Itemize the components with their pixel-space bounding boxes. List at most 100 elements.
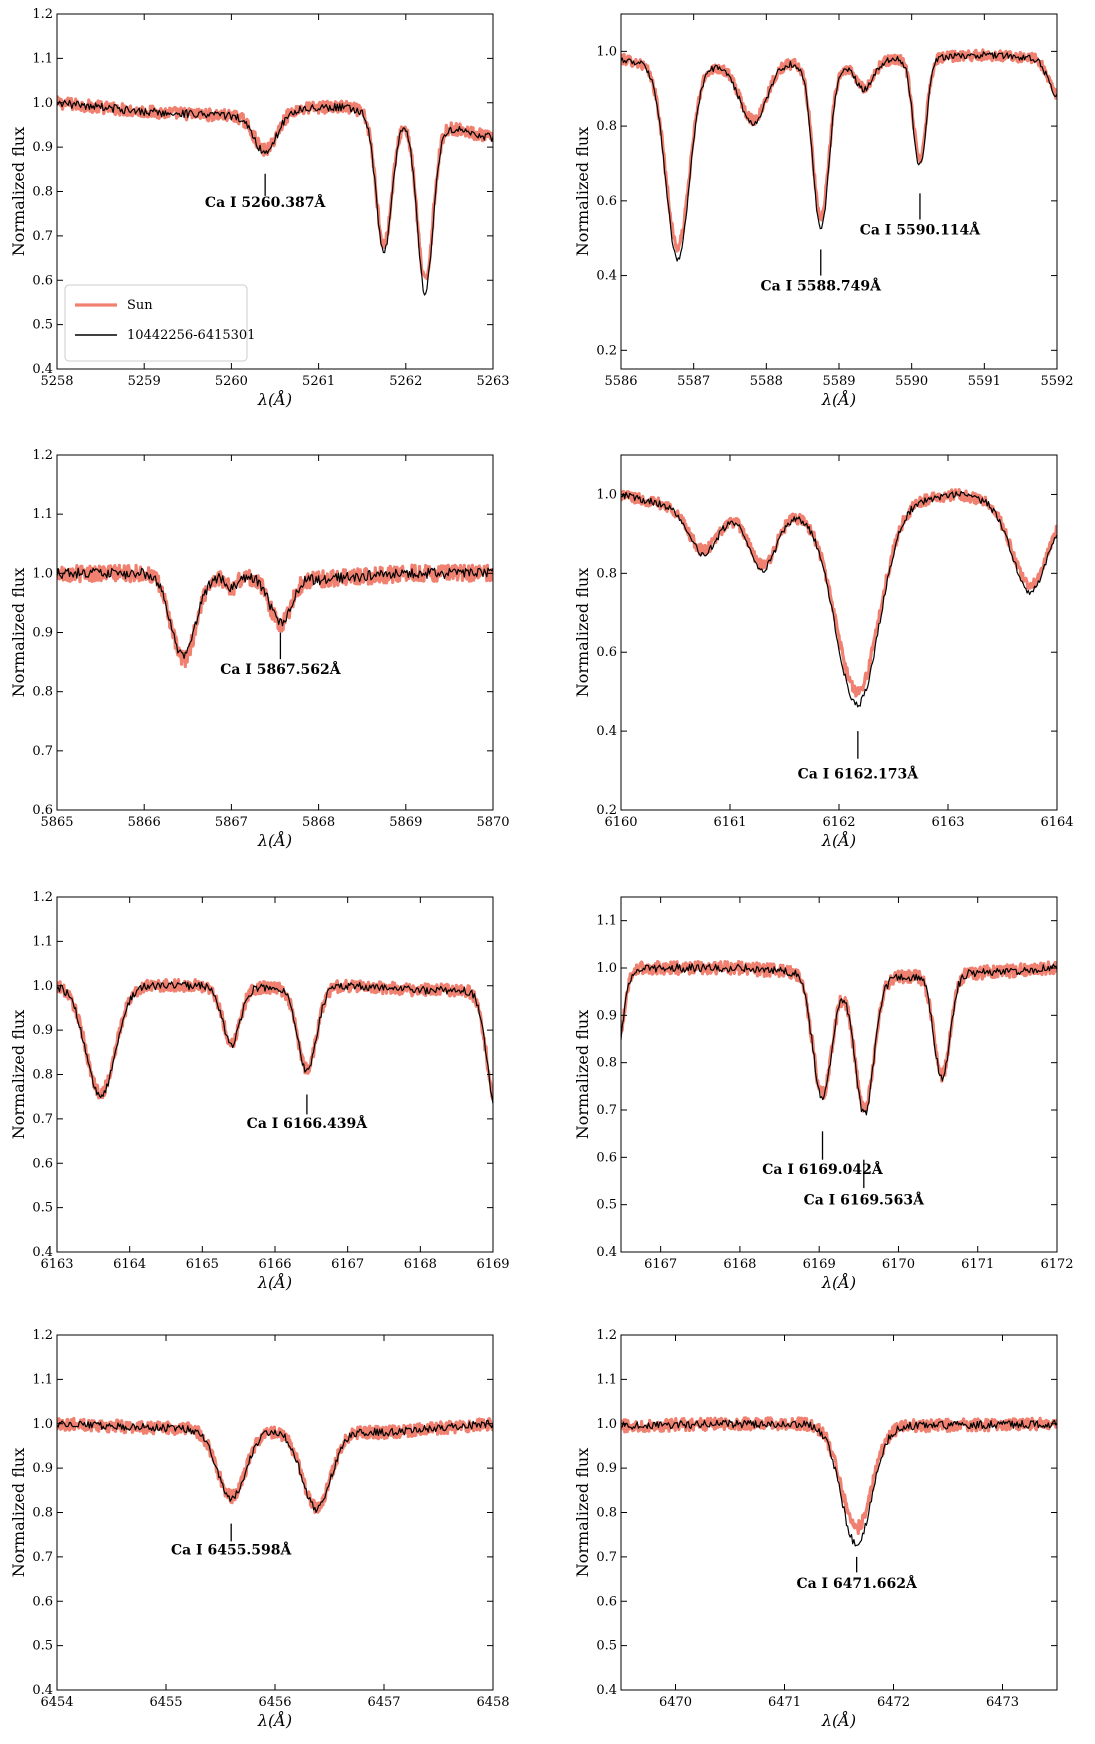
x-tick-label: 5262 bbox=[389, 374, 422, 389]
x-tick-label: 6163 bbox=[40, 1257, 73, 1272]
x-tick-label: 6163 bbox=[931, 815, 964, 830]
y-tick-label: 0.4 bbox=[32, 1245, 53, 1260]
sun-spectrum-line bbox=[57, 1416, 493, 1515]
line-annotation: Ca I 6471.662Å bbox=[796, 1574, 918, 1592]
x-tick-label: 6457 bbox=[367, 1695, 400, 1710]
x-tick-label: 5592 bbox=[1040, 374, 1073, 389]
x-tick-label: 6470 bbox=[659, 1695, 692, 1710]
y-axis-label: Normalized flux bbox=[9, 127, 28, 256]
x-tick-label: 5258 bbox=[40, 374, 73, 389]
y-tick-label: 1.1 bbox=[596, 914, 617, 929]
x-tick-label: 6161 bbox=[713, 815, 746, 830]
y-tick-label: 0.7 bbox=[32, 1550, 53, 1565]
y-tick-label: 0.4 bbox=[596, 1683, 617, 1698]
x-tick-label: 6162 bbox=[822, 815, 855, 830]
y-tick-label: 0.8 bbox=[32, 185, 53, 200]
y-tick-label: 0.9 bbox=[32, 1461, 53, 1476]
line-annotation: Ca I 6455.598Å bbox=[171, 1541, 293, 1559]
y-tick-label: 0.9 bbox=[596, 1461, 617, 1476]
line-annotation: Ca I 5260.387Å bbox=[205, 193, 327, 211]
star-spectrum-line bbox=[57, 981, 493, 1104]
y-tick-label: 0.6 bbox=[596, 645, 617, 660]
x-tick-label: 5865 bbox=[40, 815, 73, 830]
y-tick-label: 0.5 bbox=[32, 1639, 53, 1654]
y-tick-label: 1.0 bbox=[596, 961, 617, 976]
y-tick-label: 1.2 bbox=[32, 890, 53, 905]
line-annotation: Ca I 6169.042Å bbox=[762, 1160, 884, 1178]
y-axis-label: Normalized flux bbox=[9, 568, 28, 697]
y-tick-label: 0.6 bbox=[32, 1594, 53, 1609]
y-axis-label: Normalized flux bbox=[9, 1010, 28, 1139]
y-tick-label: 1.0 bbox=[596, 487, 617, 502]
legend-entry: 10442256-6415301 bbox=[127, 328, 255, 343]
line-annotation: Ca I 5867.562Å bbox=[220, 660, 342, 678]
y-tick-label: 0.7 bbox=[32, 229, 53, 244]
y-tick-label: 0.4 bbox=[32, 1683, 53, 1698]
x-tick-label: 6160 bbox=[604, 815, 637, 830]
sun-spectrum-line bbox=[621, 959, 1057, 1113]
axes-frame bbox=[56, 896, 494, 1253]
x-tick-label: 5259 bbox=[128, 374, 161, 389]
legend-entry: Sun bbox=[127, 298, 153, 313]
y-tick-label: 0.5 bbox=[596, 1639, 617, 1654]
x-tick-label: 6472 bbox=[877, 1695, 910, 1710]
y-tick-label: 0.4 bbox=[32, 362, 53, 377]
x-tick-label: 5869 bbox=[389, 815, 422, 830]
x-tick-label: 6171 bbox=[961, 1257, 994, 1272]
y-tick-label: 0.2 bbox=[596, 803, 617, 818]
y-tick-label: 0.7 bbox=[32, 1112, 53, 1127]
star-spectrum-line bbox=[621, 490, 1057, 708]
y-tick-label: 1.0 bbox=[32, 1417, 53, 1432]
spectrum-panel-1: 5258 5259 5260 5261 5262 5263 0.4 0.5 0.6 0.7 0.8 0… bbox=[9, 7, 510, 409]
star-spectrum-line bbox=[57, 99, 493, 296]
x-axis-label: λ(Å) bbox=[257, 1710, 292, 1730]
x-tick-label: 6168 bbox=[723, 1257, 756, 1272]
star-spectrum-line bbox=[621, 1419, 1057, 1547]
y-tick-label: 1.1 bbox=[32, 51, 53, 66]
line-annotation: Ca I 6166.439Å bbox=[247, 1114, 369, 1132]
x-axis-label: λ(Å) bbox=[821, 1272, 856, 1292]
x-tick-label: 6167 bbox=[644, 1257, 677, 1272]
y-tick-label: 0.8 bbox=[32, 685, 53, 700]
y-tick-label: 0.8 bbox=[32, 1068, 53, 1083]
x-axis-label: λ(Å) bbox=[257, 389, 292, 409]
sun-spectrum-line bbox=[57, 563, 493, 669]
x-tick-label: 5591 bbox=[968, 374, 1001, 389]
x-tick-label: 6166 bbox=[258, 1257, 291, 1272]
sun-spectrum-line bbox=[57, 95, 493, 281]
x-tick-label: 6471 bbox=[768, 1695, 801, 1710]
y-tick-label: 0.5 bbox=[596, 1198, 617, 1213]
x-tick-label: 6454 bbox=[40, 1695, 73, 1710]
x-tick-label: 5588 bbox=[750, 374, 783, 389]
axes-frame bbox=[620, 896, 1058, 1253]
plot-area bbox=[57, 95, 493, 296]
x-tick-label: 6165 bbox=[186, 1257, 219, 1272]
y-tick-label: 0.8 bbox=[596, 566, 617, 581]
x-tick-label: 6473 bbox=[986, 1695, 1019, 1710]
plot-area bbox=[621, 48, 1057, 262]
spectrum-panel-8: 6470 6471 6472 6473 0.4 0.5 0.6 0.7 0.8 0.9 1.0 1.1… bbox=[573, 1328, 1058, 1730]
line-annotation: Ca I 5588.749Å bbox=[761, 277, 883, 295]
sun-spectrum-line bbox=[57, 977, 493, 1101]
x-axis-label: λ(Å) bbox=[821, 830, 856, 850]
plot-area bbox=[621, 1416, 1057, 1547]
axes-frame bbox=[56, 1334, 494, 1691]
y-axis-label: Normalized flux bbox=[573, 127, 592, 256]
y-tick-label: 0.9 bbox=[596, 1008, 617, 1023]
x-tick-label: 6164 bbox=[113, 1257, 146, 1272]
y-tick-label: 0.4 bbox=[596, 269, 617, 284]
x-tick-label: 5866 bbox=[128, 815, 161, 830]
x-tick-label: 6164 bbox=[1040, 815, 1073, 830]
axes-frame bbox=[620, 1334, 1058, 1691]
y-tick-label: 1.1 bbox=[32, 1372, 53, 1387]
spectrum-panel-3: 5865 5866 5867 5868 5869 5870 0.6 0.7 0.8 0.9 1.0 1… bbox=[9, 448, 510, 850]
y-tick-label: 1.2 bbox=[596, 1328, 617, 1343]
y-tick-label: 0.9 bbox=[32, 626, 53, 641]
y-tick-label: 1.2 bbox=[32, 7, 53, 22]
sun-spectrum-line bbox=[621, 1416, 1057, 1536]
y-tick-label: 0.6 bbox=[596, 1150, 617, 1165]
plot-area bbox=[57, 563, 493, 669]
spectrum-panel-4: 6160 6161 6162 6163 6164 0.2 0.4 0.6 0.8 1.0 λ(Å) N… bbox=[573, 454, 1074, 850]
x-tick-label: 5261 bbox=[302, 374, 335, 389]
